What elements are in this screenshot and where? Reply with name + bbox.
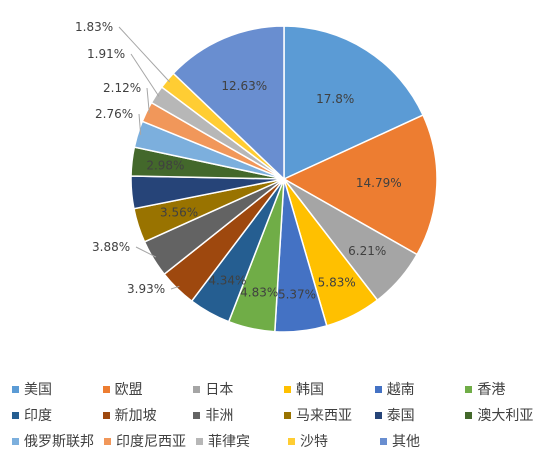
legend-swatch-16 xyxy=(288,437,295,445)
pie-slice-17 xyxy=(172,25,285,181)
legend-swatch-17 xyxy=(380,437,387,445)
legend-label-15: 菲律宾 xyxy=(208,434,250,450)
legend-row-1: 美国 欧盟 日本 韩国 越南 香港 xyxy=(12,376,556,402)
pie-slice-2 xyxy=(282,114,438,256)
legend-row-3: 俄罗斯联邦 印度尼西亚 菲律宾 沙特 其他 xyxy=(12,428,556,454)
legend-item-7: 印度 xyxy=(12,405,103,425)
legend-item-6: 香港 xyxy=(465,379,556,399)
data-labels: 17.8% 14.79% 6.21% 5.83%5.37%4.83%4.34% 3.93… xyxy=(75,20,402,302)
legend-swatch-2 xyxy=(102,385,110,393)
data-label-8: 3.93% xyxy=(127,282,165,296)
legend-item-10: 马来西亚 xyxy=(284,405,375,425)
data-label-14: 2.12% xyxy=(103,81,141,95)
legend-item-1: 美国 xyxy=(12,379,103,399)
legend-swatch-7 xyxy=(12,411,19,419)
legend-label-3: 日本 xyxy=(205,382,234,398)
legend-item-16: 沙特 xyxy=(288,431,380,451)
legend-item-14: 印度尼西亚 xyxy=(104,431,196,451)
legend-swatch-14 xyxy=(104,437,111,445)
legend-item-17: 其他 xyxy=(380,431,472,451)
legend-swatch-11 xyxy=(374,411,382,419)
leader-lines xyxy=(118,26,180,290)
data-label-4: 5.83% xyxy=(318,276,356,290)
legend-swatch-3 xyxy=(193,385,201,393)
legend-item-2: 欧盟 xyxy=(102,379,194,399)
leader-line-8 xyxy=(170,285,180,290)
legend-row-2: 印度 新加坡 非洲 马来西亚 泰国 澳大利亚 xyxy=(12,402,556,428)
legend-label-6: 香港 xyxy=(477,382,506,398)
legend-label-1: 美国 xyxy=(24,382,52,398)
legend-label-17: 其他 xyxy=(392,434,420,450)
legend-swatch-4 xyxy=(284,385,292,393)
data-label-10: 3.56% xyxy=(160,206,198,220)
legend-swatch-8 xyxy=(102,411,110,419)
data-label-16: 1.83% xyxy=(75,20,113,34)
data-label-5: 5.37% xyxy=(278,288,316,302)
leader-line-13 xyxy=(138,113,142,135)
data-label-1: 17.8% xyxy=(316,92,354,106)
legend-label-7: 印度 xyxy=(24,408,52,424)
legend-label-14: 印度尼西亚 xyxy=(116,434,186,450)
data-label-2: 14.79% xyxy=(356,176,402,190)
data-label-3: 6.21% xyxy=(348,244,386,258)
data-label-13: 2.76% xyxy=(95,107,133,121)
data-label-7: 4.34% xyxy=(208,274,246,288)
data-label-12: 2.98% xyxy=(146,158,184,172)
legend-swatch-10 xyxy=(284,411,292,419)
legend-label-8: 新加坡 xyxy=(114,408,157,424)
legend-label-12: 澳大利亚 xyxy=(477,408,534,424)
legend-label-10: 马来西亚 xyxy=(296,408,353,424)
legend-item-9: 非洲 xyxy=(193,405,284,425)
legend-item-12: 澳大利亚 xyxy=(465,405,556,425)
legend-swatch-1 xyxy=(12,385,19,393)
legend-item-8: 新加坡 xyxy=(102,405,194,425)
data-label-17: 12.63% xyxy=(221,79,267,93)
legend: 美国 欧盟 日本 韩国 越南 香港印度 新加坡 非洲 马来西亚 泰国 澳大利亚俄罗斯联邦 印度尼西亚 菲… xyxy=(12,376,556,454)
legend-label-4: 韩国 xyxy=(296,382,325,398)
legend-item-4: 韩国 xyxy=(284,379,375,399)
legend-swatch-5 xyxy=(374,385,382,393)
legend-item-3: 日本 xyxy=(193,379,284,399)
legend-item-13: 俄罗斯联邦 xyxy=(12,431,104,451)
legend-item-5: 越南 xyxy=(374,379,466,399)
data-label-9: 3.88% xyxy=(92,240,130,254)
leader-line-16 xyxy=(118,26,171,83)
legend-label-16: 沙特 xyxy=(300,434,328,450)
legend-label-13: 俄罗斯联邦 xyxy=(24,434,94,450)
legend-label-2: 欧盟 xyxy=(114,382,143,398)
leader-line-9 xyxy=(135,246,157,258)
legend-item-11: 泰国 xyxy=(374,405,466,425)
legend-swatch-13 xyxy=(12,437,19,445)
pie-slices xyxy=(130,25,438,333)
pie-slice-1 xyxy=(283,25,425,181)
legend-swatch-9 xyxy=(193,411,201,419)
data-label-6: 4.83% xyxy=(240,286,278,300)
leader-line-15 xyxy=(130,53,160,97)
legend-swatch-15 xyxy=(196,437,203,445)
data-label-15: 1.91% xyxy=(87,47,125,61)
legend-swatch-6 xyxy=(465,385,473,393)
legend-label-11: 泰国 xyxy=(386,408,415,424)
legend-label-9: 非洲 xyxy=(205,408,234,424)
legend-item-15: 菲律宾 xyxy=(196,431,288,451)
leader-line-14 xyxy=(146,87,150,114)
legend-swatch-12 xyxy=(465,411,473,419)
legend-label-5: 越南 xyxy=(386,382,415,398)
